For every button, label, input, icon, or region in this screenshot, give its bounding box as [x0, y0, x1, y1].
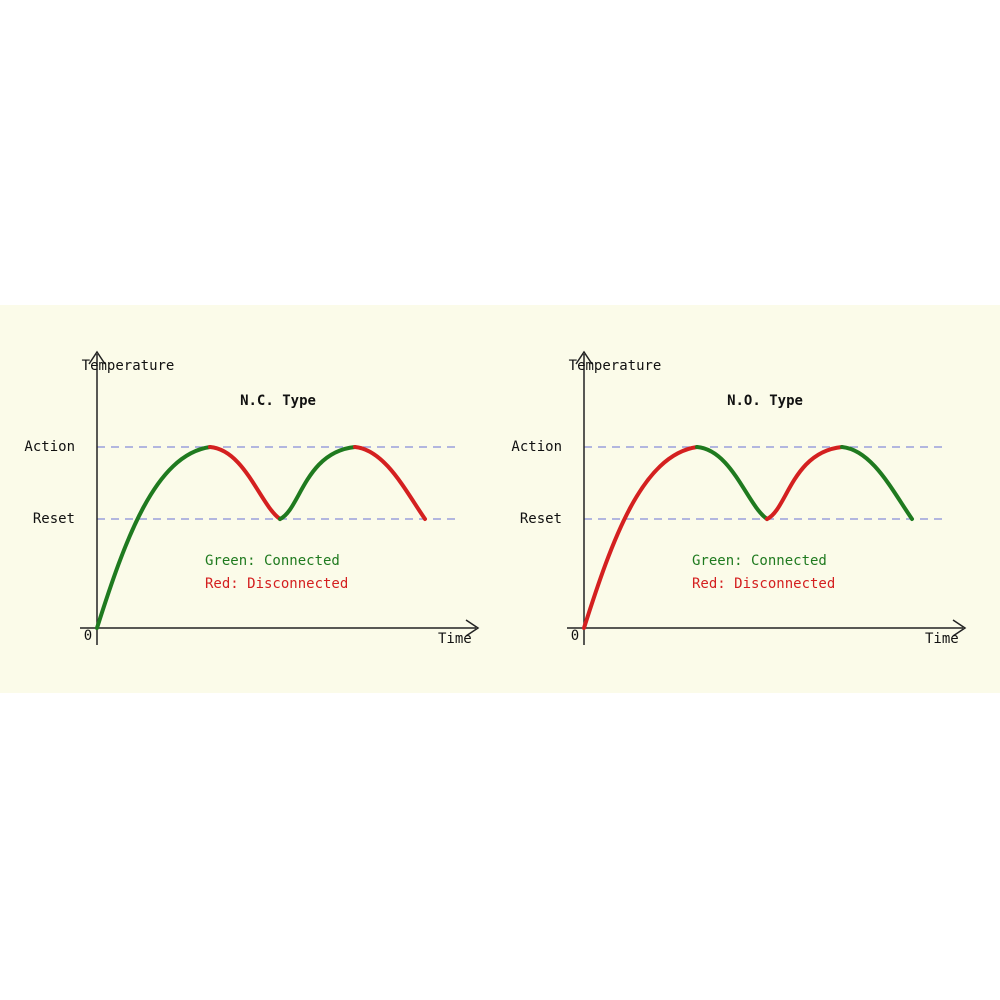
x-axis-label: Time — [438, 631, 472, 647]
curve-segment — [840, 445, 914, 521]
curve-segment — [582, 445, 699, 630]
x-axis-arrow — [465, 619, 480, 637]
curve-segment — [95, 445, 212, 630]
legend-text: Red: Disconnected — [692, 576, 835, 592]
x-axis-arrow — [952, 619, 967, 637]
level-label: Action — [24, 439, 75, 455]
curve-segment — [208, 445, 282, 521]
legend-text: Green: Connected — [692, 553, 827, 569]
level-label: Reset — [33, 511, 75, 527]
curve-segment — [278, 445, 357, 521]
level-label: Reset — [520, 511, 562, 527]
panel-title: N.O. Type — [727, 393, 803, 409]
y-axis-arrow — [575, 350, 593, 365]
curve-segment — [695, 445, 769, 521]
y-axis-label: Temperature — [82, 358, 175, 374]
legend-text: Green: Connected — [205, 553, 340, 569]
level-label: Action — [511, 439, 562, 455]
origin-label: 0 — [84, 628, 92, 644]
curve-segment — [765, 445, 844, 521]
y-axis-label: Temperature — [569, 358, 662, 374]
origin-label: 0 — [571, 628, 579, 644]
panel-title: N.C. Type — [240, 393, 316, 409]
x-axis-label: Time — [925, 631, 959, 647]
y-axis-arrow — [88, 350, 106, 365]
legend-text: Red: Disconnected — [205, 576, 348, 592]
curve-segment — [353, 445, 427, 521]
